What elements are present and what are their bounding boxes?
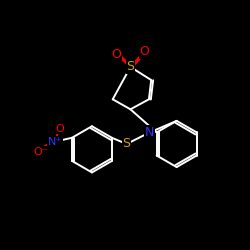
Text: O: O bbox=[55, 124, 64, 134]
Text: O⁻: O⁻ bbox=[33, 147, 48, 157]
Text: N: N bbox=[145, 126, 154, 139]
Text: O: O bbox=[112, 48, 122, 61]
Text: N⁺: N⁺ bbox=[48, 137, 62, 147]
Text: S: S bbox=[122, 138, 130, 150]
Text: S: S bbox=[126, 60, 134, 74]
Text: O: O bbox=[139, 45, 149, 58]
